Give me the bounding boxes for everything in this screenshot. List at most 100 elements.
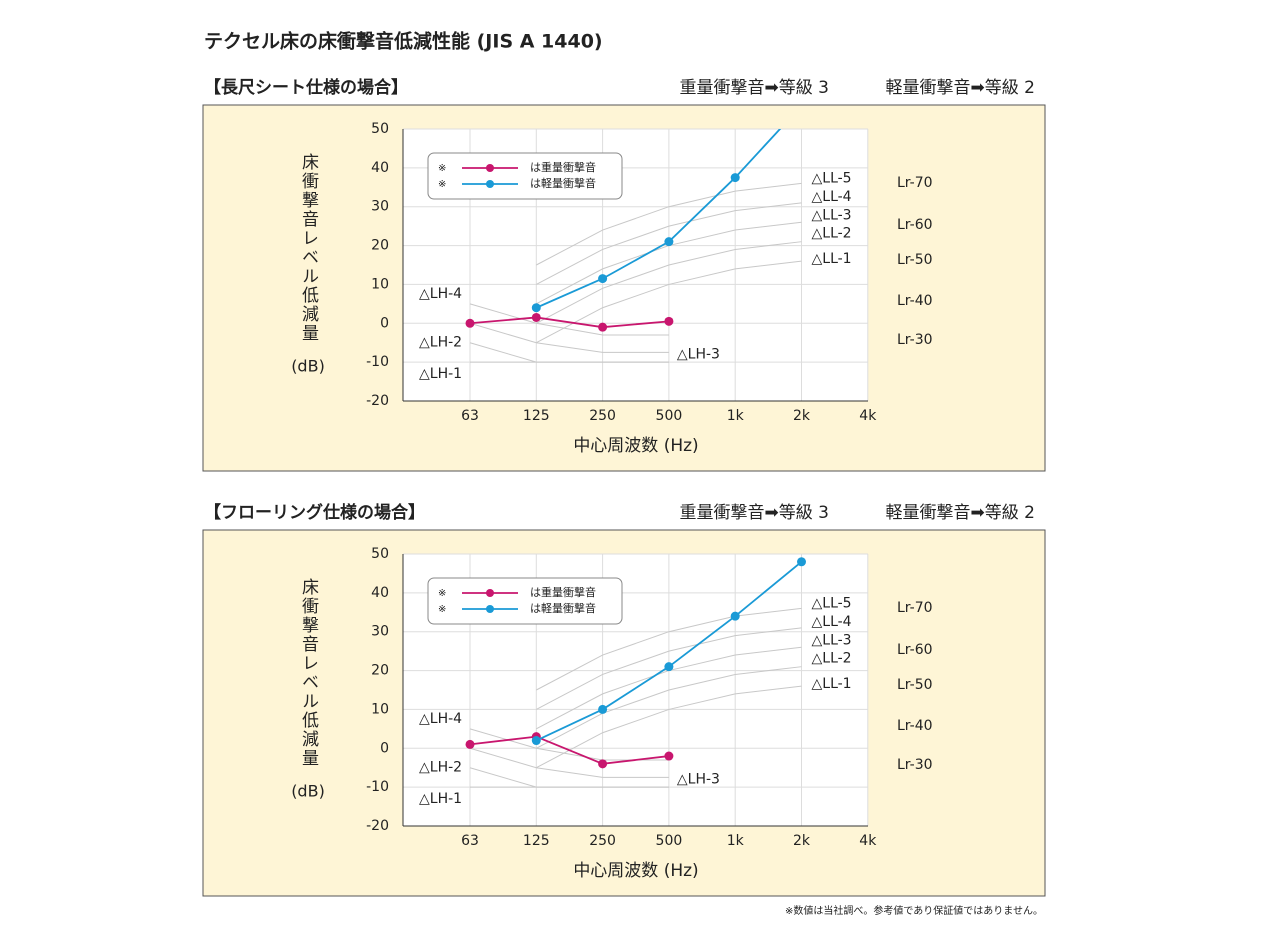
rating: 重量衝撃音➡等級 3 <box>680 78 829 98</box>
data-point <box>730 611 740 621</box>
reference-line <box>469 303 669 336</box>
x-tick-label: 125 <box>523 408 550 424</box>
reference-line <box>536 182 802 266</box>
reference-label: △LL-1 <box>812 251 852 267</box>
data-point <box>730 173 740 183</box>
x-tick-label: 500 <box>656 408 683 424</box>
reference-line <box>536 607 802 691</box>
legend-dot <box>486 180 494 188</box>
reference-line <box>536 627 802 710</box>
y-axis-label: 床衝撃音レベル低減量 <box>298 153 319 343</box>
rating: 重量衝撃音➡等級 3 <box>680 503 829 523</box>
legend-note: ※ <box>438 588 446 599</box>
y-tick-label: 50 <box>371 121 389 137</box>
lr-label: Lr-30 <box>897 757 933 773</box>
data-point <box>598 274 608 284</box>
y-tick-label: 20 <box>371 663 389 679</box>
reference-label: △LL-5 <box>812 595 852 611</box>
lr-label: Lr-60 <box>897 217 933 233</box>
data-point <box>664 751 674 761</box>
legend-box <box>427 577 623 625</box>
series-line <box>469 316 669 329</box>
reference-label: △LL-1 <box>812 676 852 692</box>
reference-line <box>536 666 802 749</box>
reference-line <box>536 260 802 344</box>
data-point <box>664 662 674 672</box>
x-axis-label: 中心周波数 (Hz) <box>573 436 698 456</box>
x-tick-label: 63 <box>461 833 479 849</box>
data-point <box>531 303 541 313</box>
footnote: ※数値は当社調べ。参考値であり保証値ではありません。 <box>785 904 1043 917</box>
x-tick-label: 4k <box>859 833 877 849</box>
x-tick-label: 2k <box>793 408 811 424</box>
lr-label: Lr-60 <box>897 642 933 658</box>
lr-label: Lr-70 <box>897 175 933 191</box>
section-heading: 【長尺シート仕様の場合】 <box>204 77 408 98</box>
y-tick-label: 10 <box>371 701 389 717</box>
reference-label: △LH-4 <box>419 286 462 302</box>
data-point <box>531 312 541 322</box>
reference-label: △LH-2 <box>419 760 462 776</box>
reference-label: △LL-3 <box>812 632 852 648</box>
x-axis-label: 中心周波数 (Hz) <box>573 861 698 881</box>
x-tick-label: 1k <box>727 408 745 424</box>
lr-label: Lr-40 <box>897 293 933 309</box>
data-point <box>531 736 541 746</box>
reference-label: △LL-3 <box>812 207 852 223</box>
legend-label: は軽量衝撃音 <box>530 601 596 615</box>
y-tick-label: 10 <box>371 276 389 292</box>
reference-label: △LL-4 <box>812 614 852 630</box>
legend-dot <box>486 164 494 172</box>
data-point <box>797 557 806 567</box>
rating: 軽量衝撃音➡等級 2 <box>886 503 1035 523</box>
y-axis-unit: (dB) <box>291 782 325 801</box>
data-point <box>664 316 674 326</box>
reference-line <box>469 322 669 353</box>
lr-label: Lr-40 <box>897 718 933 734</box>
data-point <box>598 759 608 769</box>
x-tick-label: 4k <box>859 408 877 424</box>
legend-note: ※ <box>438 179 446 190</box>
reference-label: △LH-3 <box>677 346 720 362</box>
y-tick-label: 40 <box>371 585 389 601</box>
data-point <box>598 704 608 714</box>
reference-label: △LL-2 <box>812 651 852 667</box>
reference-label: △LL-5 <box>812 170 852 186</box>
legend-note: ※ <box>438 163 446 174</box>
legend-dot <box>486 589 494 597</box>
reference-label: △LH-1 <box>419 791 462 807</box>
x-tick-label: 63 <box>461 408 479 424</box>
y-tick-label: 20 <box>371 238 389 254</box>
legend-note: ※ <box>438 604 446 615</box>
reference-label: △LL-2 <box>812 226 852 242</box>
lr-label: Lr-50 <box>897 252 933 268</box>
x-tick-label: 1k <box>727 833 745 849</box>
y-tick-label: -20 <box>366 393 389 409</box>
x-tick-label: 2k <box>793 833 811 849</box>
x-tick-label: 125 <box>523 833 550 849</box>
y-tick-label: 30 <box>371 624 389 640</box>
plot-content <box>465 557 806 788</box>
y-tick-label: 30 <box>371 199 389 215</box>
reference-line <box>536 202 802 285</box>
reference-label: △LH-1 <box>419 366 462 382</box>
y-tick-label: -10 <box>366 354 389 370</box>
series-line <box>469 735 670 765</box>
reference-line <box>469 747 669 778</box>
lr-label: Lr-30 <box>897 332 933 348</box>
rating: 軽量衝撃音➡等級 2 <box>886 78 1035 98</box>
reference-label: △LH-3 <box>677 771 720 787</box>
legend-dot <box>486 605 494 613</box>
x-tick-label: 250 <box>589 833 616 849</box>
page-title: テクセル床の床衝撃音低減性能 (JIS A 1440) <box>204 30 603 53</box>
data-point <box>465 739 475 749</box>
plot-content <box>465 129 802 363</box>
reference-line <box>536 241 802 324</box>
lr-label: Lr-70 <box>897 600 933 616</box>
reference-label: △LH-4 <box>419 711 462 727</box>
x-tick-label: 250 <box>589 408 616 424</box>
lr-label: Lr-50 <box>897 677 933 693</box>
legend-box <box>427 152 623 200</box>
y-tick-label: 50 <box>371 546 389 562</box>
